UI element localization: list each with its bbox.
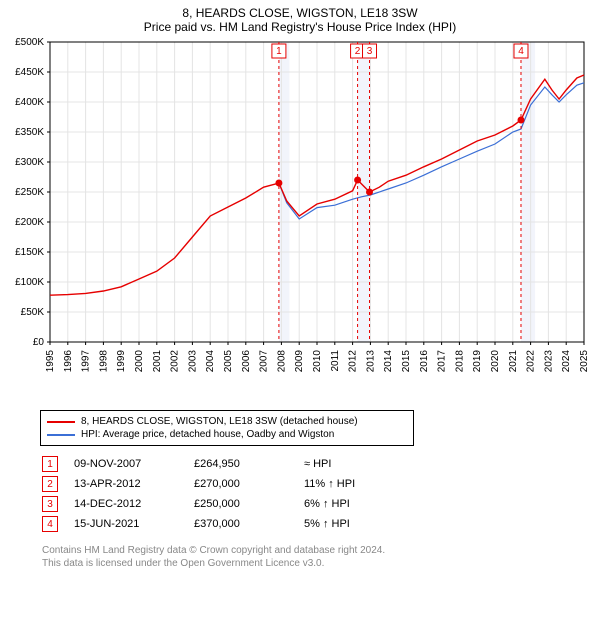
svg-text:2005: 2005	[223, 350, 234, 373]
legend: 8, HEARDS CLOSE, WIGSTON, LE18 3SW (deta…	[40, 410, 414, 446]
svg-text:2006: 2006	[241, 350, 252, 373]
svg-text:£100K: £100K	[15, 277, 44, 288]
svg-text:2021: 2021	[508, 350, 519, 373]
svg-text:1998: 1998	[98, 350, 109, 373]
sale-row: 2 13-APR-2012£270,00011% ↑ HPI	[42, 474, 600, 494]
sale-marker-box: 2	[42, 476, 58, 492]
title-block: 8, HEARDS CLOSE, WIGSTON, LE18 3SW Price…	[0, 0, 600, 36]
svg-text:2014: 2014	[383, 350, 394, 373]
sale-date: 13-APR-2012	[74, 478, 194, 490]
sale-price: £270,000	[194, 478, 304, 490]
svg-text:1: 1	[276, 46, 282, 57]
sale-relative: 5% ↑ HPI	[304, 518, 414, 530]
sale-row: 4 15-JUN-2021£370,0005% ↑ HPI	[42, 514, 600, 534]
title-line1: 8, HEARDS CLOSE, WIGSTON, LE18 3SW	[0, 6, 600, 20]
sale-relative: 11% ↑ HPI	[304, 478, 414, 490]
svg-text:2: 2	[355, 46, 361, 57]
svg-text:2013: 2013	[365, 350, 376, 373]
svg-text:2016: 2016	[419, 350, 430, 373]
svg-text:£200K: £200K	[15, 217, 44, 228]
sale-row: 3 14-DEC-2012£250,0006% ↑ HPI	[42, 494, 600, 514]
svg-text:£450K: £450K	[15, 67, 44, 78]
sale-date: 14-DEC-2012	[74, 498, 194, 510]
svg-text:£300K: £300K	[15, 157, 44, 168]
sale-marker-box: 3	[42, 496, 58, 512]
svg-text:2012: 2012	[348, 350, 359, 373]
sale-marker-box: 1	[42, 456, 58, 472]
sale-date: 15-JUN-2021	[74, 518, 194, 530]
sale-price: £264,950	[194, 458, 304, 470]
svg-text:1997: 1997	[81, 350, 92, 373]
sale-price: £250,000	[194, 498, 304, 510]
svg-text:£400K: £400K	[15, 97, 44, 108]
legend-swatch-hpi	[47, 434, 75, 436]
svg-text:4: 4	[518, 46, 524, 57]
price-chart: £0 £50K £100K £150K £200K £250K £300K £350K £400…	[0, 36, 600, 406]
disclaimer-line1: Contains HM Land Registry data © Crown c…	[42, 544, 600, 557]
svg-text:2022: 2022	[526, 350, 537, 373]
svg-text:2004: 2004	[205, 350, 216, 373]
svg-text:1996: 1996	[63, 350, 74, 373]
svg-text:2009: 2009	[294, 350, 305, 373]
svg-text:2024: 2024	[561, 350, 572, 373]
disclaimer: Contains HM Land Registry data © Crown c…	[42, 544, 600, 578]
svg-text:2001: 2001	[152, 350, 163, 373]
svg-text:2002: 2002	[170, 350, 181, 373]
svg-text:2011: 2011	[330, 350, 341, 372]
svg-text:2020: 2020	[490, 350, 501, 373]
svg-text:2025: 2025	[579, 350, 590, 373]
svg-text:£350K: £350K	[15, 127, 44, 138]
svg-text:£50K: £50K	[21, 307, 45, 318]
svg-text:2019: 2019	[472, 350, 483, 373]
svg-text:2015: 2015	[401, 350, 412, 373]
svg-text:2010: 2010	[312, 350, 323, 373]
svg-text:£0: £0	[33, 337, 45, 348]
svg-text:1999: 1999	[116, 350, 127, 373]
svg-text:1995: 1995	[45, 350, 56, 373]
svg-text:2000: 2000	[134, 350, 145, 373]
sale-relative: 6% ↑ HPI	[304, 498, 414, 510]
svg-text:£150K: £150K	[15, 247, 44, 258]
svg-text:2018: 2018	[454, 350, 465, 373]
sale-marker-box: 4	[42, 516, 58, 532]
svg-text:2008: 2008	[276, 350, 287, 373]
svg-text:£250K: £250K	[15, 187, 44, 198]
sales-table: 1 09-NOV-2007£264,950≈ HPI 2 13-APR-2012£27…	[42, 454, 600, 534]
svg-text:£500K: £500K	[15, 37, 44, 48]
legend-label-hpi: HPI: Average price, detached house, Oadb…	[81, 429, 334, 440]
sale-relative: ≈ HPI	[304, 458, 414, 470]
sale-price: £370,000	[194, 518, 304, 530]
svg-text:2003: 2003	[187, 350, 198, 373]
legend-label-subject: 8, HEARDS CLOSE, WIGSTON, LE18 3SW (deta…	[81, 416, 358, 427]
title-line2: Price paid vs. HM Land Registry's House …	[0, 20, 600, 34]
svg-text:3: 3	[367, 46, 373, 57]
sale-row: 1 09-NOV-2007£264,950≈ HPI	[42, 454, 600, 474]
legend-item-hpi: HPI: Average price, detached house, Oadb…	[47, 428, 407, 441]
svg-text:2023: 2023	[543, 350, 554, 373]
legend-swatch-subject	[47, 421, 75, 423]
disclaimer-line2: This data is licensed under the Open Gov…	[42, 557, 600, 570]
svg-text:2017: 2017	[437, 350, 448, 373]
sale-date: 09-NOV-2007	[74, 458, 194, 470]
legend-item-subject: 8, HEARDS CLOSE, WIGSTON, LE18 3SW (deta…	[47, 415, 407, 428]
svg-text:2007: 2007	[259, 350, 270, 373]
